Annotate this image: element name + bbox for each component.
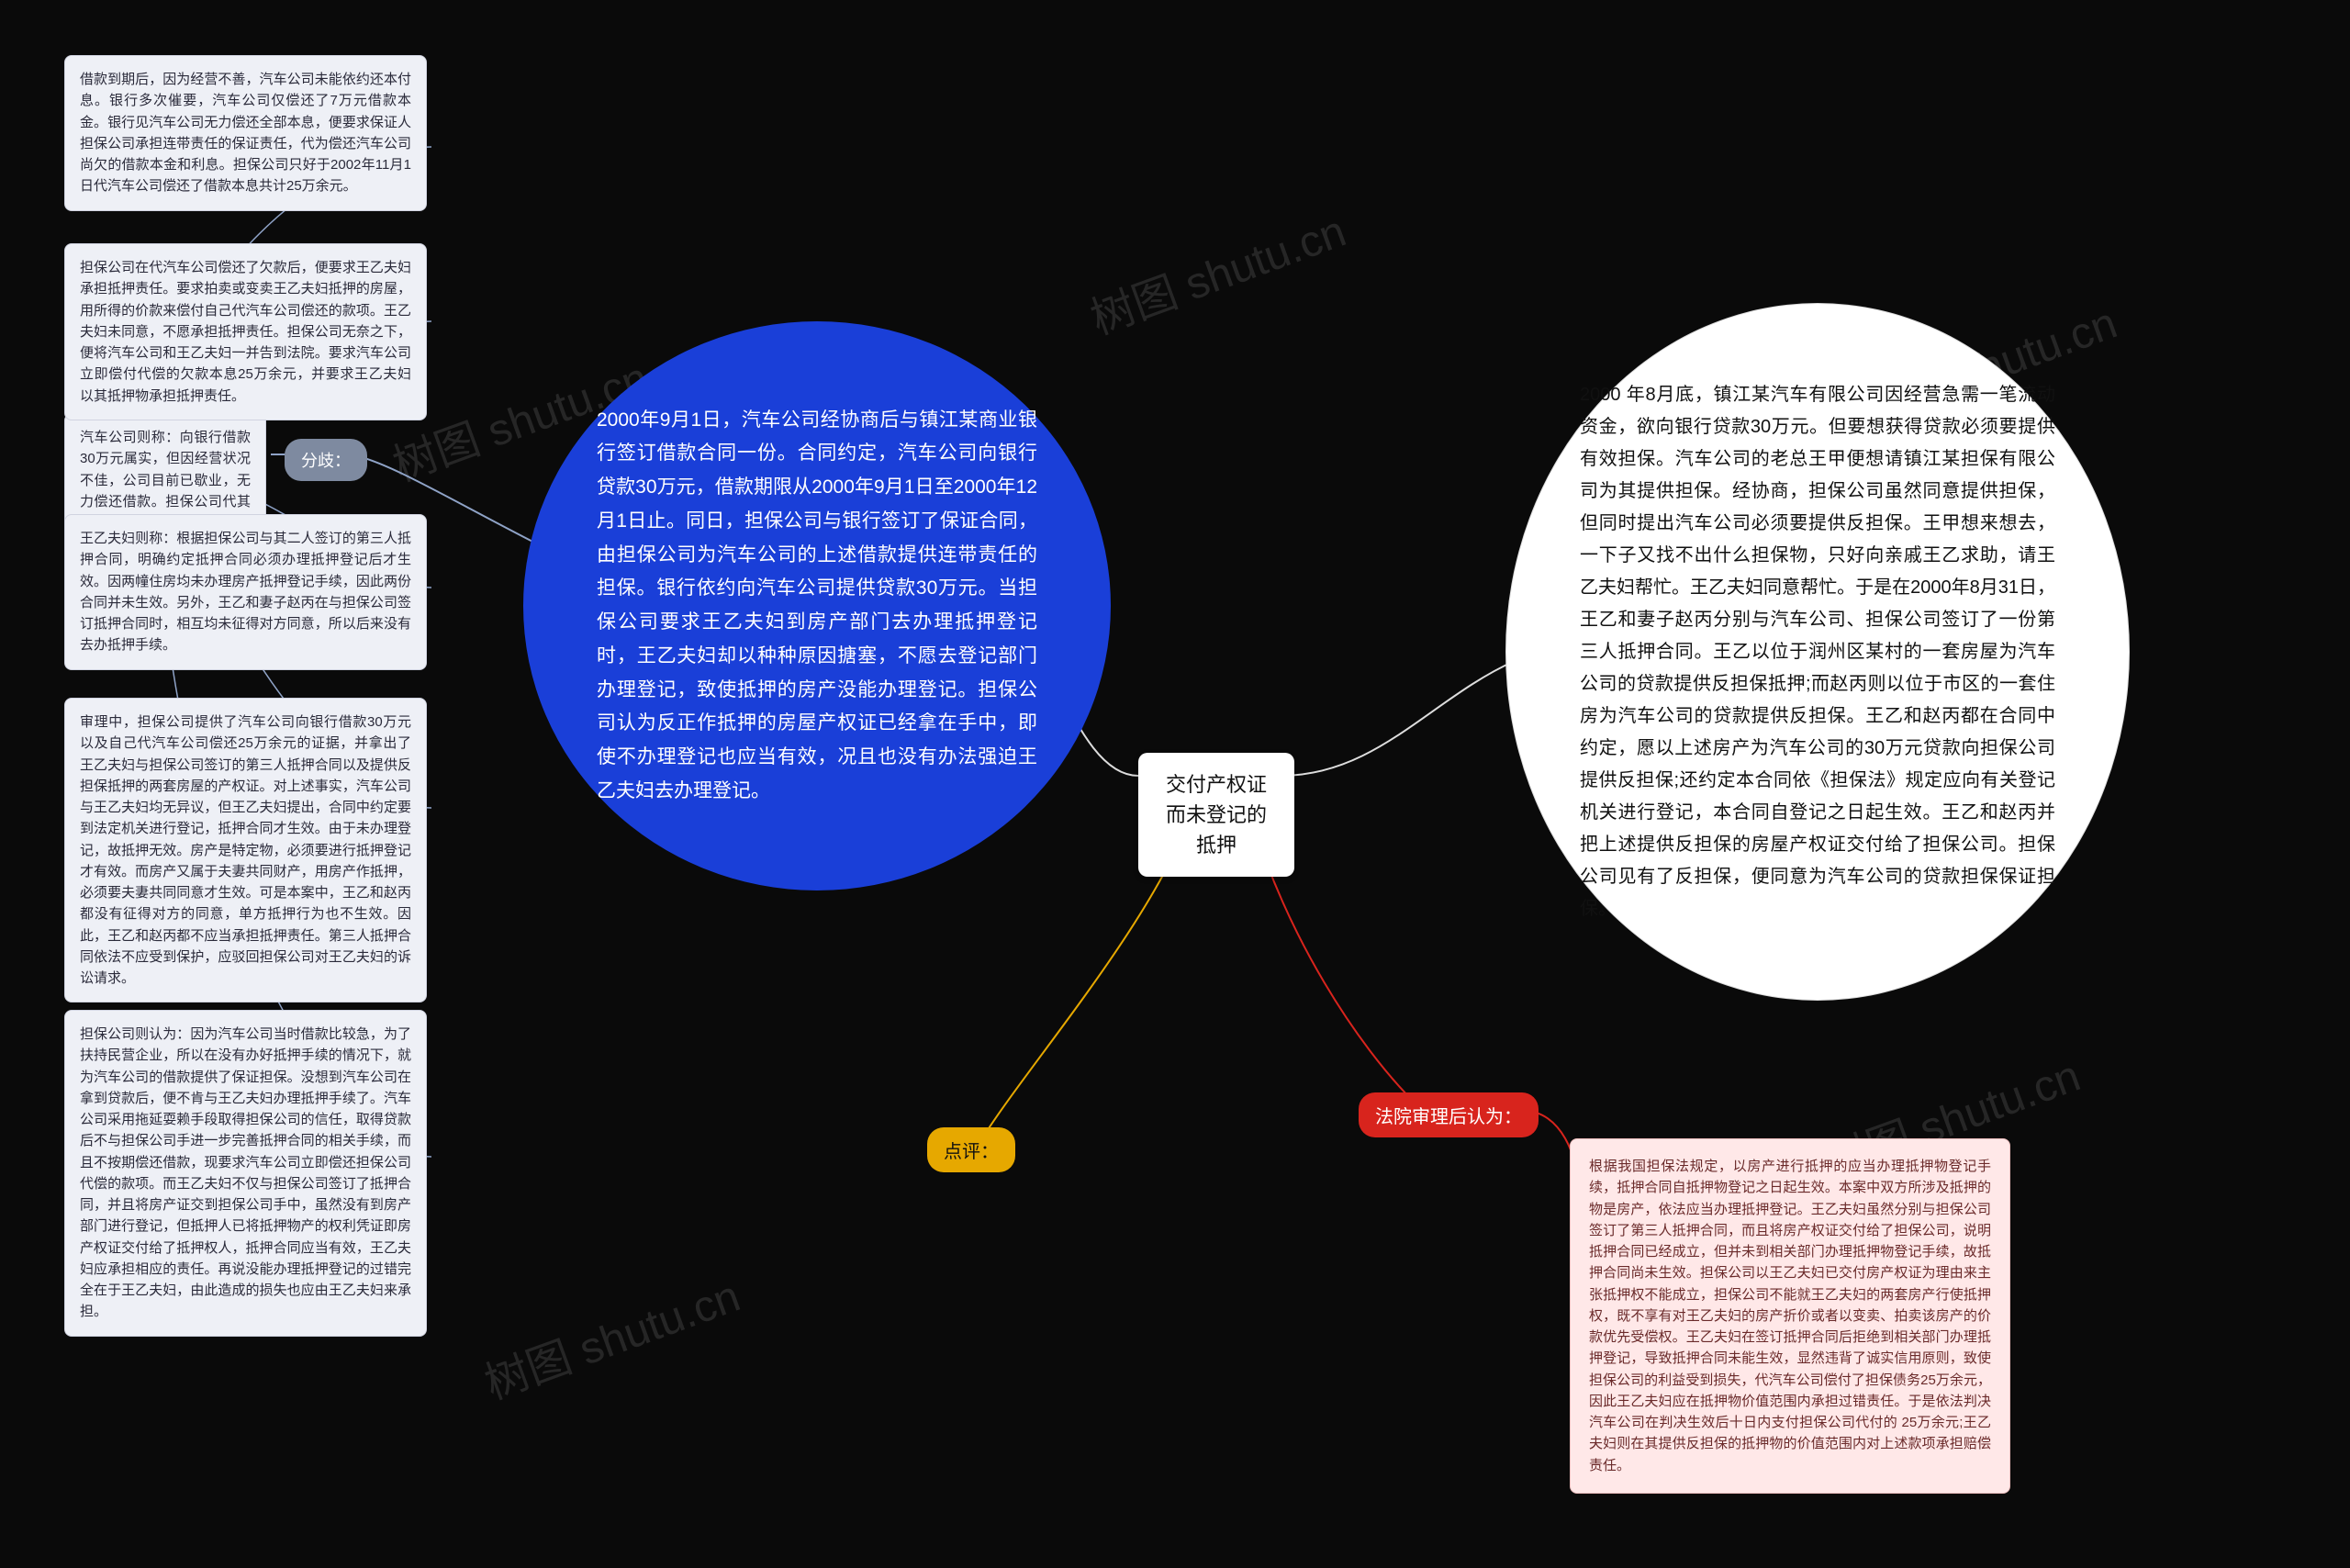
center-title: 交付产权证而未登记的抵押 <box>1166 773 1267 857</box>
background-ellipse: 2000 年8月底，镇江某汽车有限公司因经营急需一笔流动资金，欲向银行贷款30万… <box>1505 303 2130 1001</box>
branch-comment-label: 点评： <box>944 1142 999 1162</box>
branch-court: 法院审理后认为： <box>1359 1092 1539 1137</box>
case-facts-text: 2000年9月1日，汽车公司经协商后与镇江某商业银行签订借款合同一份。合同约定，… <box>597 404 1037 809</box>
left-box-2: 王乙夫妇则称：根据担保公司与其二人签订的第三人抵押合同，明确约定抵押合同必须办理… <box>64 514 427 670</box>
left-box-3-text: 审理中，担保公司提供了汽车公司向银行借款30万元以及自己代汽车公司偿还25万余元… <box>80 714 411 986</box>
left-box-0: 借款到期后，因为经营不善，汽车公司未能依约还本付息。银行多次催要，汽车公司仅偿还… <box>64 55 427 211</box>
center-topic: 交付产权证而未登记的抵押 <box>1138 753 1294 877</box>
watermark: 树图 shutu.cn <box>1080 195 1353 346</box>
left-box-3: 审理中，担保公司提供了汽车公司向银行借款30万元以及自己代汽车公司偿还25万余元… <box>64 698 427 1002</box>
left-box-2-text: 王乙夫妇则称：根据担保公司与其二人签订的第三人抵押合同，明确约定抵押合同必须办理… <box>80 531 411 653</box>
background-text: 2000 年8月底，镇江某汽车有限公司因经营急需一笔流动资金，欲向银行贷款30万… <box>1580 379 2055 925</box>
case-facts-ellipse: 2000年9月1日，汽车公司经协商后与镇江某商业银行签订借款合同一份。合同约定，… <box>523 321 1111 890</box>
watermark: 树图 shutu.cn <box>475 1260 747 1411</box>
left-box-0-text: 借款到期后，因为经营不善，汽车公司未能依约还本付息。银行多次催要，汽车公司仅偿还… <box>80 72 411 194</box>
left-box-1-text: 担保公司在代汽车公司偿还了欠款后，便要求王乙夫妇承担抵押责任。要求拍卖或变卖王乙… <box>80 260 411 404</box>
court-ruling-text: 根据我国担保法规定，以房产进行抵押的应当办理抵押物登记手续，抵押合同自抵押物登记… <box>1589 1159 1991 1473</box>
branch-split: 分歧： <box>285 439 367 481</box>
branch-court-label: 法院审理后认为： <box>1375 1107 1522 1127</box>
left-box-4-text: 担保公司则认为：因为汽车公司当时借款比较急，为了扶持民营企业，所以在没有办好抵押… <box>80 1026 411 1319</box>
court-ruling-box: 根据我国担保法规定，以房产进行抵押的应当办理抵押物登记手续，抵押合同自抵押物登记… <box>1570 1138 2010 1494</box>
left-box-1: 担保公司在代汽车公司偿还了欠款后，便要求王乙夫妇承担抵押责任。要求拍卖或变卖王乙… <box>64 243 427 420</box>
left-box-4: 担保公司则认为：因为汽车公司当时借款比较急，为了扶持民营企业，所以在没有办好抵押… <box>64 1010 427 1337</box>
branch-split-label: 分歧： <box>301 452 351 470</box>
branch-comment: 点评： <box>927 1127 1015 1172</box>
